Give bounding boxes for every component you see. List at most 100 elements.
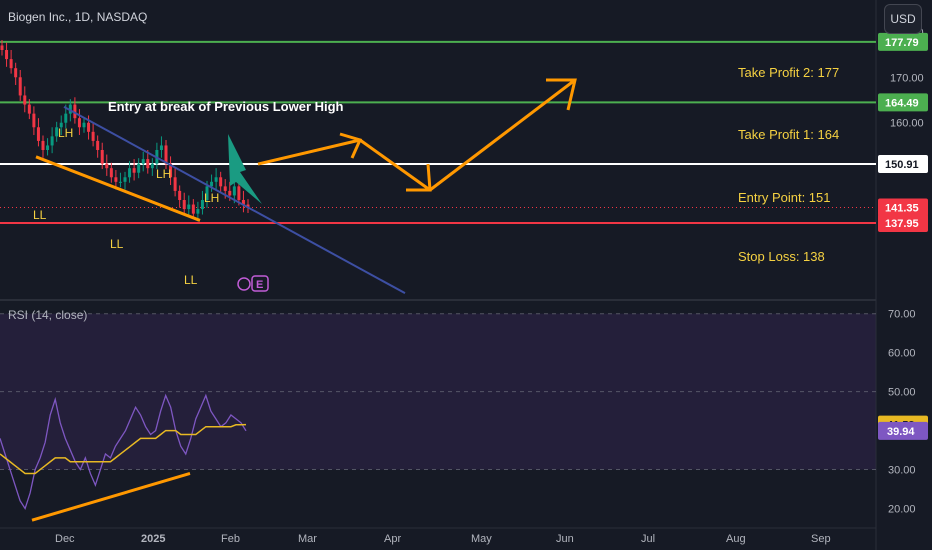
rsi-line <box>0 393 247 511</box>
candle-body <box>14 68 18 78</box>
candle-body <box>228 190 232 196</box>
candle-body <box>87 122 91 132</box>
candle-body <box>109 168 113 178</box>
candle-body <box>187 204 191 210</box>
candle-body <box>5 50 9 60</box>
candle-body <box>59 122 63 128</box>
candle-body <box>100 150 104 164</box>
candle-body <box>114 177 118 182</box>
price-label-box <box>878 213 928 232</box>
candle-body <box>169 163 173 178</box>
price-label-text: 137.95 <box>885 218 919 230</box>
price-label-text: 141.35 <box>885 203 919 215</box>
candle-body <box>128 168 132 178</box>
time-tick-label: Dec <box>55 533 75 545</box>
candle-body <box>41 140 45 150</box>
candle-body <box>68 104 72 114</box>
time-tick-label: Sep <box>811 533 831 545</box>
price-label-box <box>878 155 928 174</box>
time-tick-label: Feb <box>221 533 240 545</box>
ll-label-1: LL <box>33 208 47 222</box>
lower-high-trendline <box>63 105 406 295</box>
candle-body <box>118 181 122 183</box>
candle-body <box>159 145 163 150</box>
currency-button[interactable]: USD <box>884 4 922 34</box>
price-tick-label: 160.00 <box>890 118 924 130</box>
candle-body <box>146 159 150 169</box>
entry-note: Entry at break of Previous Lower High <box>108 99 344 114</box>
candle-body <box>123 177 127 182</box>
candle-body <box>96 140 100 150</box>
rsi-tick-label: 50.00 <box>888 387 916 399</box>
entry-pointer-arrow <box>228 134 262 204</box>
candle-body <box>137 163 141 173</box>
rsi-divergence-line <box>31 472 191 522</box>
candle-body <box>200 200 204 210</box>
candle-body <box>9 59 13 69</box>
candle-body <box>164 145 168 164</box>
projection-arrowhead-1 <box>339 132 363 159</box>
time-tick-label: Mar <box>298 533 317 545</box>
price-label-box <box>878 198 928 217</box>
ll-label-2: LL <box>110 237 124 251</box>
rsi-title: RSI (14, close) <box>8 308 88 322</box>
candle-body <box>36 127 40 141</box>
projection-path-2 <box>429 78 576 192</box>
rsi-ma-line <box>0 423 247 475</box>
candle-body <box>150 163 154 169</box>
time-tick-label: Apr <box>384 533 401 545</box>
rsi-value-text: 39.94 <box>887 426 915 438</box>
stop-loss-label: Stop Loss: 138 <box>738 249 825 264</box>
earnings-marker: E <box>256 279 263 291</box>
candle-body <box>46 145 50 150</box>
candle-body <box>178 190 182 200</box>
candle-body <box>141 159 145 164</box>
rsi-tick-label: 30.00 <box>888 465 916 477</box>
price-tick-label: 170.00 <box>890 72 924 84</box>
candle-body <box>132 168 136 173</box>
candle-body <box>0 45 4 50</box>
candle-body <box>196 209 200 214</box>
time-tick-label: 2025 <box>141 533 165 545</box>
entry-point-label: Entry Point: 151 <box>738 190 831 205</box>
candle-body <box>105 163 109 169</box>
rsi-tick-label: 60.00 <box>888 348 916 360</box>
candle-body <box>18 77 22 96</box>
price-pane <box>0 0 876 300</box>
candle-body <box>223 186 227 191</box>
lh-label-3: LH <box>204 191 219 205</box>
candle-body <box>32 113 36 128</box>
price-label-text: 177.79 <box>885 37 919 49</box>
candle-body <box>214 177 218 182</box>
candle-body <box>77 118 81 128</box>
candle-body <box>191 204 195 214</box>
lower-low-trendline <box>35 155 201 222</box>
candle-body <box>82 122 86 128</box>
take-profit-1-label: Take Profit 1: 164 <box>738 127 839 142</box>
ll-label-3: LL <box>184 273 198 287</box>
candle-body <box>219 177 223 187</box>
candle-body <box>91 131 95 141</box>
time-tick-label: Aug <box>726 533 746 545</box>
candle-body <box>27 104 31 114</box>
candle-body <box>55 127 59 137</box>
candle-body <box>73 104 77 119</box>
price-label-text: 164.49 <box>885 97 919 109</box>
lh-label-2: LH <box>156 167 171 181</box>
projection-arrowhead-3 <box>546 78 577 111</box>
candle-body <box>173 177 177 191</box>
price-label-box <box>878 93 928 112</box>
candle-body <box>182 200 186 210</box>
price-label-box <box>878 32 928 51</box>
candle-body <box>237 186 241 200</box>
time-tick-label: Jun <box>556 533 574 545</box>
candle-body <box>241 200 245 205</box>
rsi-tick-label: 70.00 <box>888 309 916 321</box>
take-profit-2-label: Take Profit 2: 177 <box>738 65 839 80</box>
rsi-tick-label: 20.00 <box>888 504 916 516</box>
candle-body <box>50 136 54 146</box>
earnings-marker-box <box>251 275 269 292</box>
price-label-text: 150.91 <box>885 159 919 171</box>
time-tick-label: May <box>471 533 492 545</box>
